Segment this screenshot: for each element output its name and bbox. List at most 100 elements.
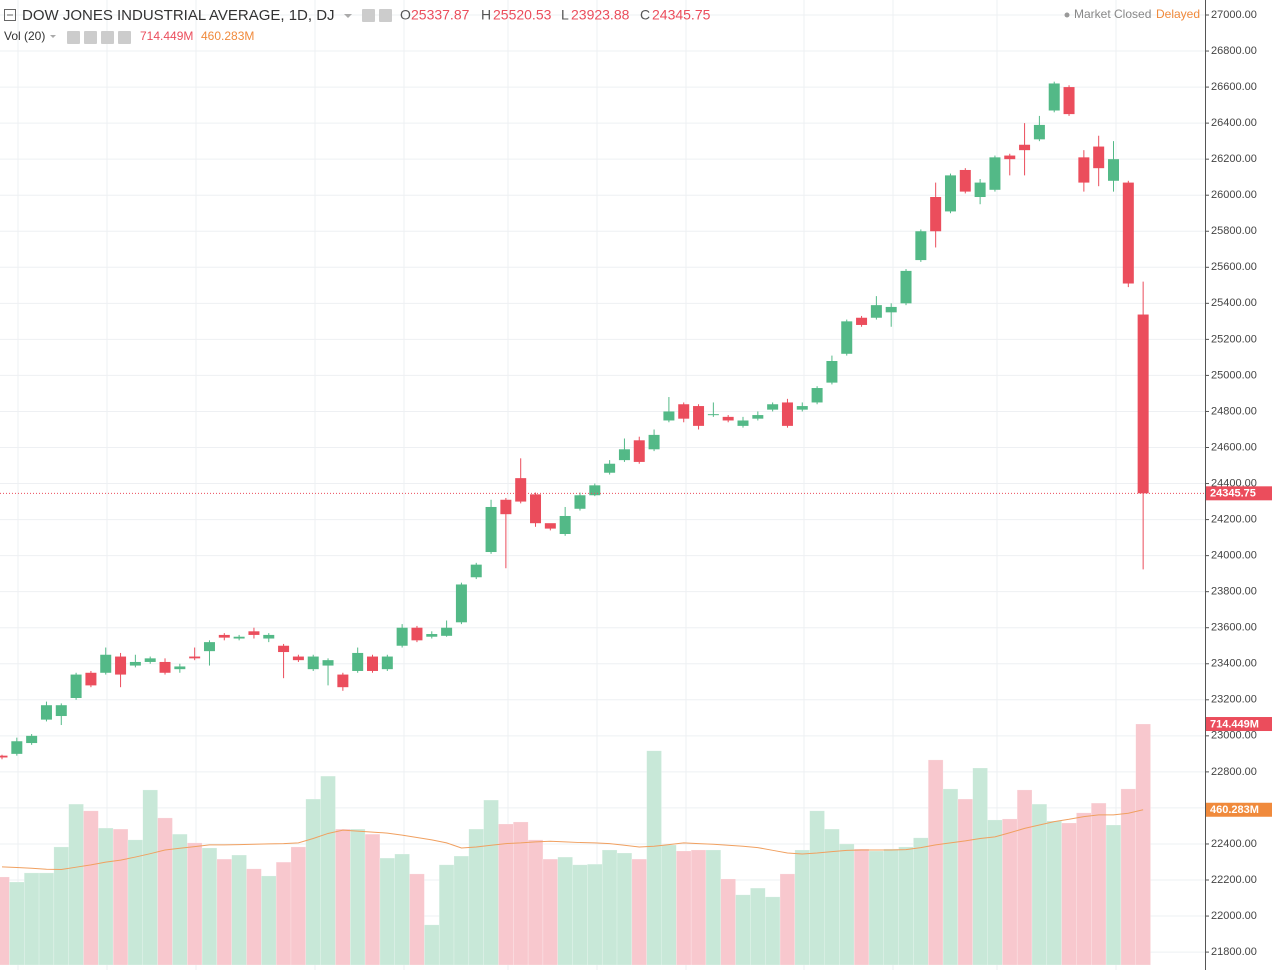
volume-bar [409, 873, 425, 966]
candle-body [70, 674, 82, 698]
volume-bar [394, 853, 410, 966]
candle-body [470, 564, 482, 578]
volume-bar [424, 924, 440, 966]
volume-bar [216, 858, 232, 966]
volume-bar [928, 759, 944, 966]
candle-body [870, 305, 882, 318]
y-tick-label: 25600.00 [1211, 261, 1257, 273]
candle-body [411, 627, 423, 641]
y-tick-label: 24800.00 [1211, 405, 1257, 417]
volume-bar [1031, 803, 1048, 966]
volume-bar [1091, 802, 1107, 966]
candle-body [129, 661, 141, 666]
candle-body [1004, 155, 1016, 160]
volume-bar [839, 843, 855, 966]
volume-ma [1, 809, 1144, 871]
candle-body [900, 270, 912, 304]
volume-bar [335, 828, 351, 966]
candle-body [500, 499, 512, 515]
candle-body [1078, 157, 1090, 183]
add-icon[interactable] [101, 31, 114, 44]
collapse-icon[interactable] [4, 9, 16, 21]
candle-body [663, 411, 675, 421]
candle-body [159, 661, 171, 673]
volume-bar [616, 852, 633, 966]
y-tick-label: 27000.00 [1211, 9, 1257, 21]
y-tick-label: 23000.00 [1211, 730, 1257, 742]
y-tick-label: 23800.00 [1211, 586, 1257, 598]
volume-bar [587, 863, 603, 966]
volume-bar [305, 798, 321, 966]
candle-body [248, 631, 260, 635]
volume-bar [676, 850, 692, 966]
volume-bar [231, 854, 247, 966]
axis-tag [1206, 486, 1272, 501]
candle-body [455, 584, 467, 623]
y-tick-label: 23200.00 [1211, 694, 1257, 706]
y-tick-label: 25200.00 [1211, 333, 1257, 345]
volume-bar [142, 789, 158, 966]
visibility-icon[interactable] [67, 31, 80, 44]
remove-icon[interactable] [118, 31, 131, 44]
candle-body [218, 634, 230, 638]
candle-body [144, 658, 156, 662]
market-status: Market Closed [1074, 7, 1151, 21]
candle-body [1048, 83, 1060, 111]
candle-body [174, 666, 186, 670]
volume-bar [661, 844, 677, 966]
candle-body [1033, 124, 1045, 140]
candle-body [203, 642, 215, 652]
volume-bar [438, 864, 455, 966]
candle-body [559, 515, 571, 535]
y-tick-label: 25400.00 [1211, 297, 1257, 309]
y-tick-label: 25800.00 [1211, 225, 1257, 237]
volume-bar [824, 828, 840, 966]
chart-title: DOW JONES INDUSTRIAL AVERAGE, 1D, DJ [22, 7, 335, 24]
dropdown-arrow[interactable] [344, 14, 352, 18]
candle-body [1063, 87, 1075, 115]
candle-body [1137, 314, 1149, 494]
candle-body [633, 440, 645, 462]
candle-body [40, 705, 52, 720]
volume-bar [68, 803, 84, 966]
candle-body [322, 660, 334, 666]
candle-body [292, 656, 304, 661]
volume-bar [98, 827, 114, 966]
remove-icon[interactable] [379, 9, 392, 22]
y-tick-label: 26200.00 [1211, 153, 1257, 165]
volume-bar [350, 828, 366, 966]
volume-bar [898, 846, 914, 966]
candle-body [26, 735, 38, 744]
candle-body [396, 627, 408, 646]
ohlc-value: 25337.87 [411, 7, 470, 23]
dropdown-arrow[interactable] [50, 35, 56, 38]
candle-body [989, 157, 1001, 190]
candle-body [944, 175, 956, 212]
volume-bar [542, 858, 558, 966]
y-tick-label: 22400.00 [1211, 838, 1257, 850]
volume-bar [868, 850, 885, 966]
candle-body [337, 674, 349, 688]
volume-bar [157, 817, 173, 966]
volume-bar [9, 881, 25, 966]
volume-bar [601, 849, 618, 966]
candle-body [618, 449, 630, 461]
candle-body [737, 420, 749, 426]
candle-body [767, 404, 779, 410]
ohlc-letter: O [400, 7, 411, 23]
volume-bar [53, 846, 69, 966]
ohlc-value: 25520.53 [493, 7, 552, 23]
candle-body [841, 321, 853, 354]
volume-bar [83, 810, 99, 966]
settings-icon[interactable] [84, 31, 97, 44]
ohlc-value: 24345.75 [652, 7, 711, 23]
settings-icon[interactable] [362, 9, 375, 22]
volume-bar [987, 819, 1003, 966]
candle-body [678, 404, 690, 419]
candle-body [722, 416, 734, 421]
y-tick-label: 23400.00 [1211, 658, 1257, 670]
feed-status: Delayed [1156, 7, 1200, 21]
candle-body [381, 656, 393, 670]
candle-body [11, 741, 23, 754]
